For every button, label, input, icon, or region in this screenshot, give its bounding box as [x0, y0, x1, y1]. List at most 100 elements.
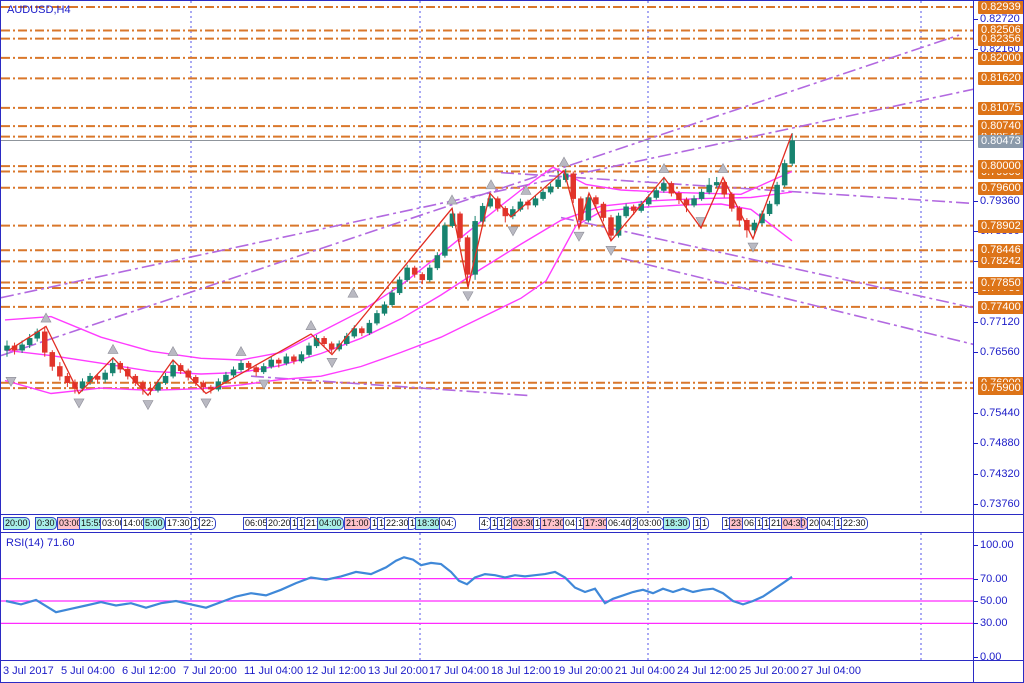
candle: [381, 304, 388, 314]
candle: [162, 375, 169, 383]
candle: [646, 197, 652, 205]
price-level-label: 0.79600: [978, 182, 1023, 195]
candle: [306, 345, 312, 355]
candle: [19, 344, 25, 351]
period-separators: [190, 1, 922, 514]
trendlines: [1, 34, 973, 397]
candle: [683, 199, 690, 206]
price-axis[interactable]: 0.827200.821600.793600.788000.782400.776…: [974, 1, 1023, 661]
candle: [464, 237, 471, 275]
time-scale-tag: 18:30: [663, 517, 690, 530]
rsi-value-axis[interactable]: 100.00 70.00 50.00 30.00 0.00: [974, 533, 1023, 663]
rsi-tick-label: 70.00: [974, 573, 1023, 585]
price-tick-label: 0.74320: [974, 468, 1023, 480]
candle: [653, 190, 660, 198]
candle: [208, 386, 214, 390]
candle: [570, 173, 576, 199]
time-scale-tag: 04:: [439, 517, 456, 530]
date-label: 13 Jul 20:00: [368, 665, 428, 677]
rsi-tick-label: 30.00: [974, 617, 1023, 629]
price-level-label: 0.81620: [978, 72, 1023, 85]
price-tick-label: 0.77120: [974, 316, 1023, 328]
candle: [540, 191, 546, 199]
fractal-down-arrow-icon: [73, 398, 85, 409]
time-scale-tags-row[interactable]: 20:00 0:30 03:00 15:55 03:00 14:00 5:00 17:30 1 2…: [1, 515, 973, 532]
candle: [502, 208, 509, 217]
pane-separator: [1, 660, 1023, 661]
candle: [328, 343, 335, 350]
fractal-up-arrow-icon: [520, 184, 532, 195]
rsi-tick-label: 100.00: [974, 539, 1023, 551]
fractal-down-arrow-icon: [747, 242, 759, 253]
candle: [260, 366, 267, 373]
date-label: 18 Jul 12:00: [491, 665, 551, 677]
price-level-label: 0.80740: [978, 120, 1023, 133]
price-chart-pane[interactable]: [1, 1, 973, 514]
fractal-down-arrow-icon: [462, 291, 474, 302]
date-label: 3 Jul 2017: [3, 665, 54, 677]
candle: [442, 225, 448, 256]
time-scale-tag: 03:00: [637, 517, 664, 530]
date-label: 5 Jul 04:00: [61, 665, 115, 677]
rsi-tick-label: 0.00: [974, 651, 1023, 663]
rsi-indicator-pane[interactable]: [1, 533, 973, 660]
time-axis[interactable]: 3 Jul 2017 5 Jul 04:00 6 Jul 12:00 7 Jul 20…: [1, 661, 973, 682]
candle: [419, 274, 425, 281]
candle: [608, 217, 614, 236]
price-level-label: 0.82939: [978, 1, 1023, 14]
candle: [170, 365, 176, 377]
candle: [359, 328, 365, 334]
price-level-label: 0.75900: [978, 382, 1023, 395]
candle: [140, 382, 146, 389]
rsi-canvas[interactable]: [1, 533, 973, 660]
price-level-label: 0.78902: [978, 220, 1023, 233]
date-label: 24 Jul 12:00: [677, 665, 737, 677]
candle: [79, 381, 86, 389]
candle: [736, 208, 743, 221]
fractal-up-arrow-icon: [40, 312, 52, 323]
zigzag-line: [8, 133, 793, 397]
candle: [321, 338, 327, 344]
date-label: 6 Jul 12:00: [122, 665, 176, 677]
date-label: 17 Jul 04:00: [429, 665, 489, 677]
price-tick-label: 0.75440: [974, 407, 1023, 419]
candle: [245, 362, 252, 368]
fractal-up-arrow-icon: [107, 343, 119, 354]
price-level-label: 0.78242: [978, 255, 1023, 268]
candle: [427, 267, 433, 281]
fractal-up-arrow-icon: [658, 163, 670, 173]
price-tick-label: 0.73760: [974, 498, 1023, 510]
price-tick-label: 0.74880: [974, 437, 1023, 449]
fractal-down-arrow-icon: [507, 226, 519, 237]
time-scale-tag: 22:30: [384, 517, 411, 530]
price-level-label: 0.80000: [978, 160, 1023, 173]
candle: [774, 184, 780, 205]
candle: [404, 267, 410, 281]
rsi-indicator-label: RSI(14) 71.60: [6, 537, 75, 549]
time-scale-tag: 0:30: [35, 517, 57, 530]
candle: [661, 183, 667, 191]
candle: [374, 313, 380, 324]
candle: [593, 197, 599, 205]
fractal-down-arrow-icon: [5, 376, 17, 387]
time-scale-tag: 18:30: [415, 517, 442, 530]
candle: [253, 367, 259, 373]
price-level-label: 0.77850: [978, 277, 1023, 290]
candle: [200, 382, 207, 388]
fractal-up-arrow-icon: [347, 287, 359, 298]
candle: [434, 255, 441, 269]
fractal-up-arrow-icon: [305, 320, 317, 330]
price-chart-canvas[interactable]: [1, 1, 973, 514]
fractal-down-arrow-icon: [605, 245, 617, 256]
fractal-up-arrow-icon: [446, 194, 458, 205]
candle: [691, 198, 697, 206]
date-label: 25 Jul 20:00: [739, 665, 799, 677]
candle: [676, 192, 682, 200]
time-scale-tag: 04:30: [781, 517, 808, 530]
fractal-arrows: [5, 156, 759, 411]
candle: [396, 279, 403, 294]
candle: [457, 213, 463, 238]
candle: [411, 267, 418, 275]
current-price-label: 0.80473: [978, 135, 1023, 148]
candle: [789, 140, 795, 164]
